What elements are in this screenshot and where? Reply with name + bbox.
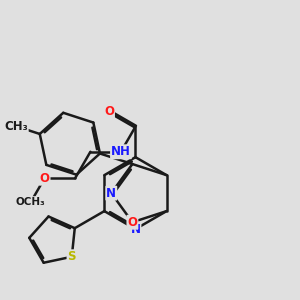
Text: O: O [128, 216, 137, 229]
Text: CH₃: CH₃ [4, 120, 28, 133]
Text: OCH₃: OCH₃ [16, 197, 46, 207]
Text: NH: NH [111, 145, 131, 158]
Text: S: S [68, 250, 76, 263]
Text: O: O [104, 105, 114, 118]
Text: N: N [130, 223, 140, 236]
Text: O: O [40, 172, 50, 185]
Text: N: N [106, 187, 116, 200]
